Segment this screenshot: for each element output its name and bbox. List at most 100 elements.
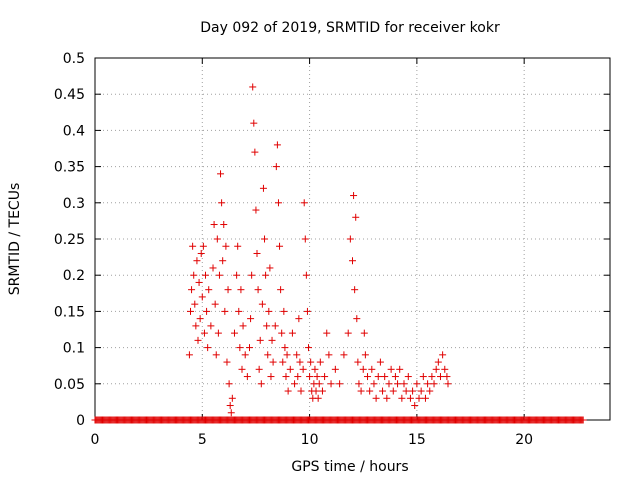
data-point xyxy=(400,380,408,388)
data-point xyxy=(258,300,266,308)
data-point xyxy=(218,199,226,207)
data-point xyxy=(421,394,429,402)
data-point xyxy=(301,235,309,243)
y-tick-label: 0.1 xyxy=(63,341,85,357)
y-tick-label: 0 xyxy=(76,413,85,429)
data-point xyxy=(262,271,270,279)
data-point xyxy=(220,221,228,229)
data-point xyxy=(227,409,235,417)
data-point xyxy=(389,387,397,395)
data-point xyxy=(249,83,257,91)
data-point xyxy=(248,271,256,279)
y-tick-label: 0.25 xyxy=(54,232,85,248)
data-point xyxy=(205,286,213,294)
data-point xyxy=(195,278,203,286)
data-point xyxy=(253,249,261,257)
data-point xyxy=(266,264,274,272)
data-point xyxy=(306,373,314,381)
data-point xyxy=(355,380,363,388)
data-point xyxy=(444,380,452,388)
data-point xyxy=(398,394,406,402)
data-point xyxy=(316,358,324,366)
data-point xyxy=(246,344,253,352)
y-axis-label: SRMTID / TECUs xyxy=(7,183,23,296)
data-point xyxy=(224,286,232,294)
data-point xyxy=(226,402,234,410)
data-point xyxy=(217,170,225,178)
data-point xyxy=(192,322,200,330)
data-point xyxy=(443,373,451,381)
data-point xyxy=(279,358,287,366)
data-point xyxy=(230,329,238,337)
data-point xyxy=(376,358,384,366)
data-point xyxy=(318,387,326,395)
data-point xyxy=(190,271,198,279)
data-point xyxy=(353,315,361,323)
data-point xyxy=(404,373,412,381)
data-point xyxy=(307,358,315,366)
data-point xyxy=(236,344,244,352)
x-tick-label: 20 xyxy=(515,432,533,448)
data-point xyxy=(381,373,389,381)
data-point xyxy=(327,380,335,388)
data-point xyxy=(269,358,277,366)
data-point xyxy=(267,373,275,381)
data-point xyxy=(419,373,427,381)
data-point xyxy=(325,351,333,359)
data-point xyxy=(305,344,313,352)
data-point xyxy=(344,329,352,337)
data-point xyxy=(204,344,212,352)
data-point xyxy=(354,358,362,366)
data-point xyxy=(250,119,258,127)
data-point xyxy=(291,380,299,388)
data-point xyxy=(379,387,387,395)
data-point xyxy=(336,380,344,388)
data-point xyxy=(241,351,249,359)
data-point xyxy=(313,373,321,381)
data-point xyxy=(215,271,223,279)
data-point xyxy=(314,394,322,402)
y-tick-label: 0.15 xyxy=(54,304,85,320)
data-point xyxy=(189,242,197,250)
y-tick-label: 0.45 xyxy=(54,87,85,103)
data-point xyxy=(225,380,233,388)
data-point xyxy=(222,242,230,250)
chart-title: Day 092 of 2019, SRMTID for receiver kok… xyxy=(200,20,500,36)
data-point xyxy=(413,380,421,388)
y-tick-label: 0.35 xyxy=(54,160,85,176)
data-point xyxy=(284,387,292,395)
data-point xyxy=(235,307,243,315)
data-point xyxy=(359,365,367,373)
data-point xyxy=(294,373,302,381)
data-point xyxy=(300,199,308,207)
data-point xyxy=(432,365,440,373)
data-point xyxy=(277,286,285,294)
data-point xyxy=(188,286,196,294)
data-point xyxy=(257,380,265,388)
data-point xyxy=(288,329,296,337)
data-point xyxy=(234,242,242,250)
data-point xyxy=(370,380,378,388)
data-point xyxy=(323,329,331,337)
data-point xyxy=(273,141,281,149)
data-point xyxy=(396,365,404,373)
data-point xyxy=(315,380,323,388)
data-point xyxy=(368,365,376,373)
data-point xyxy=(374,373,382,381)
data-point xyxy=(297,387,305,395)
data-point xyxy=(352,213,360,221)
data-point xyxy=(210,221,218,229)
data-point xyxy=(426,387,434,395)
data-point xyxy=(213,235,221,243)
data-point xyxy=(211,300,219,308)
data-point xyxy=(214,329,222,337)
y-tick-label: 0.05 xyxy=(54,377,85,393)
data-point xyxy=(383,394,391,402)
data-point xyxy=(228,394,236,402)
data-point xyxy=(387,365,395,373)
data-point xyxy=(281,344,289,352)
data-point xyxy=(394,380,402,388)
data-point xyxy=(282,373,290,381)
data-point xyxy=(207,322,215,330)
data-point xyxy=(256,336,264,344)
